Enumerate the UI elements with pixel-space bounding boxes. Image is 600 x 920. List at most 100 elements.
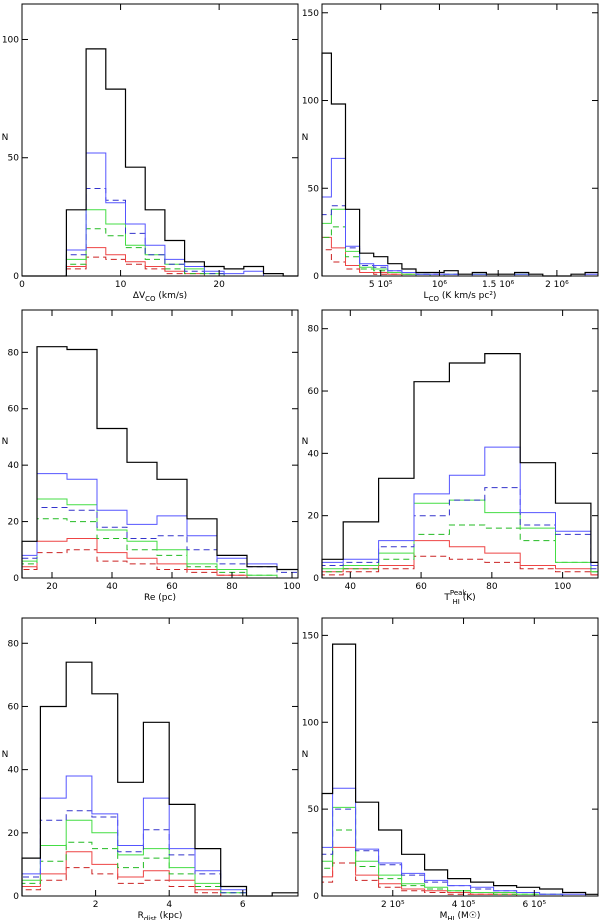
y-tick-label: 80 <box>8 639 20 649</box>
y-tick-label: 100 <box>302 97 319 107</box>
x-axis-label-tail: (km/s) <box>156 291 188 301</box>
x-axis-label-tail: (K km/s pc²) <box>439 291 496 301</box>
x-axis-label-sub: CO <box>429 295 440 303</box>
series-blue-dashed <box>321 487 598 578</box>
x-tick-label: 60 <box>415 582 427 592</box>
series-blue <box>21 473 298 578</box>
y-tick-label: 0 <box>313 892 319 902</box>
series-green-dashed <box>321 226 598 277</box>
x-axis-label: ΔVCO (km/s) <box>133 291 187 303</box>
y-tick-label: 50 <box>308 184 320 194</box>
series-green-dashed <box>321 829 598 897</box>
series-green <box>321 499 598 578</box>
series-blue <box>321 157 598 277</box>
y-axis-label: N <box>302 750 309 760</box>
x-tick-label: 4 <box>166 900 172 910</box>
x-tick-label: 20 <box>46 582 58 592</box>
y-tick-label: 50 <box>8 154 20 164</box>
y-axis-label: N <box>302 437 309 447</box>
axes-frame <box>21 617 299 897</box>
y-tick-label: 0 <box>13 574 19 584</box>
y-tick-label: 60 <box>8 702 20 712</box>
series-green-dashed <box>21 841 298 897</box>
series-total <box>21 661 298 897</box>
x-axis-label: LCO (K km/s pc²) <box>424 291 497 303</box>
x-axis-label-tail: (M☉) <box>455 911 481 920</box>
histogram-panel-1: 0 10 20 0 50 100 N ΔVCO (km/s) <box>2 3 299 303</box>
y-tick-label: 60 <box>8 405 20 415</box>
y-tick-label: 40 <box>8 461 20 471</box>
series-total <box>321 643 598 896</box>
x-axis-label: MHI (M☉) <box>440 911 481 920</box>
x-tick-label: 6 <box>240 900 246 910</box>
series-blue <box>321 787 598 897</box>
series-blue-dashed <box>321 808 598 897</box>
x-axis-label: TPeak HI (K) <box>443 589 475 606</box>
y-tick-label: 40 <box>8 766 20 776</box>
series-green <box>321 806 598 897</box>
series-total <box>22 48 298 277</box>
y-tick-label: 150 <box>302 9 319 19</box>
series-red <box>21 538 298 579</box>
y-tick-label: 80 <box>308 325 320 335</box>
y-tick-label: 0 <box>313 272 319 282</box>
series-blue-dashed <box>21 810 298 897</box>
y-tick-label: 100 <box>2 35 19 45</box>
x-axis-label-main: R <box>138 911 144 920</box>
series-blue-dashed <box>321 205 598 277</box>
x-axis-label: Rdist (kpc) <box>138 911 183 920</box>
series-blue-dashed <box>21 507 298 578</box>
y-axis-label: N <box>2 750 9 760</box>
series-total <box>321 52 598 277</box>
series-green <box>21 819 298 897</box>
x-tick-label: 80 <box>226 582 238 592</box>
series-red <box>21 851 298 897</box>
y-tick-label: 20 <box>308 512 320 522</box>
series-green-dashed <box>22 228 298 277</box>
series-red-dashed <box>321 555 598 578</box>
x-axis-label-tail: (K) <box>460 593 476 603</box>
x-tick-label: 1.5 10⁶ <box>482 280 515 290</box>
y-tick-label: 20 <box>8 518 20 528</box>
x-tick-label: 10 <box>115 280 127 290</box>
x-axis-label-sup: Peak <box>450 589 468 597</box>
x-tick-label: 80 <box>486 582 498 592</box>
y-tick-label: 0 <box>13 272 19 282</box>
y-tick-label: 0 <box>13 892 19 902</box>
x-tick-label: 2 10⁵ <box>381 900 405 910</box>
x-axis-label-main: L <box>424 291 429 301</box>
series-red-dashed <box>21 867 298 897</box>
x-tick-label: 100 <box>283 582 300 592</box>
axes-frame <box>321 309 599 579</box>
series-total <box>321 353 598 578</box>
y-tick-label: 60 <box>308 387 320 397</box>
series-green-dashed <box>321 524 598 578</box>
x-tick-label: 40 <box>106 582 118 592</box>
y-tick-label: 100 <box>302 718 319 728</box>
x-tick-label: 2 <box>93 900 99 910</box>
x-tick-label: 6 10⁵ <box>522 900 546 910</box>
y-axis-label: N <box>302 133 309 143</box>
series-blue <box>321 446 598 578</box>
series-blue-dashed <box>22 188 298 277</box>
y-tick-label: 20 <box>8 829 20 839</box>
axes-frame <box>21 3 299 277</box>
x-axis-label-tail: (kpc) <box>157 911 183 920</box>
x-tick-label: 0 <box>19 280 25 290</box>
y-axis-label: N <box>2 437 9 447</box>
x-tick-label: 10⁶ <box>432 280 447 290</box>
histogram-panel-2: 5 10⁵ 10⁶ 1.5 10⁶ 2 10⁶ 0 50 100 150 N LCO (K km/… <box>302 3 599 303</box>
x-tick-label: 5 10⁵ <box>369 280 393 290</box>
y-axis-label: N <box>2 133 9 143</box>
axes-frame <box>21 309 299 579</box>
x-axis-label-sub: CO <box>145 295 156 303</box>
x-axis-label-sub: dist <box>144 915 157 920</box>
series-blue <box>21 775 298 897</box>
x-axis-label-sub: HI <box>447 915 454 920</box>
x-tick-label: 40 <box>345 582 357 592</box>
y-tick-label: 0 <box>313 574 319 584</box>
x-tick-label: 60 <box>166 582 178 592</box>
y-tick-label: 80 <box>8 348 20 358</box>
